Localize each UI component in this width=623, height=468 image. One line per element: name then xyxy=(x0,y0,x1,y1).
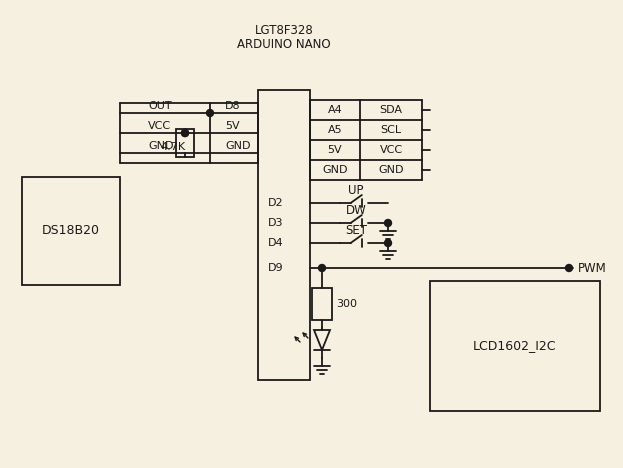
Text: UP: UP xyxy=(348,183,364,197)
Text: GND: GND xyxy=(148,141,173,151)
Bar xyxy=(22,177,120,285)
Text: OUT: OUT xyxy=(148,101,171,111)
Text: GND: GND xyxy=(322,165,348,175)
Text: SCL: SCL xyxy=(381,125,402,135)
Circle shape xyxy=(181,130,189,137)
Text: D2: D2 xyxy=(268,198,284,208)
Bar xyxy=(176,129,194,157)
Text: 4.7K: 4.7K xyxy=(160,142,185,152)
Text: 5V: 5V xyxy=(225,121,240,131)
Polygon shape xyxy=(314,330,330,350)
Text: 300: 300 xyxy=(336,299,357,309)
Circle shape xyxy=(206,110,214,117)
Circle shape xyxy=(318,264,325,271)
Text: GND: GND xyxy=(378,165,404,175)
Text: VCC: VCC xyxy=(379,145,402,155)
Circle shape xyxy=(384,240,391,247)
Bar xyxy=(312,288,332,320)
Text: A5: A5 xyxy=(328,125,342,135)
Text: SDA: SDA xyxy=(379,105,402,115)
Text: ARDUINO NANO: ARDUINO NANO xyxy=(237,37,331,51)
Text: DS18B20: DS18B20 xyxy=(42,225,100,237)
Circle shape xyxy=(181,130,189,137)
Text: D4: D4 xyxy=(268,238,284,248)
Text: 5V: 5V xyxy=(328,145,342,155)
Text: LGT8F328: LGT8F328 xyxy=(255,23,313,37)
Text: SET: SET xyxy=(345,224,367,236)
Bar xyxy=(430,281,600,411)
Text: GND: GND xyxy=(225,141,250,151)
Text: A4: A4 xyxy=(328,105,343,115)
Text: LCD1602_I2C: LCD1602_I2C xyxy=(473,339,557,352)
Text: D8: D8 xyxy=(225,101,240,111)
Text: PWM: PWM xyxy=(578,262,607,275)
Text: D3: D3 xyxy=(269,218,283,228)
Circle shape xyxy=(384,219,391,227)
Circle shape xyxy=(566,264,573,271)
Text: DW: DW xyxy=(346,204,366,217)
Bar xyxy=(258,90,310,380)
Text: D9: D9 xyxy=(268,263,284,273)
Text: VCC: VCC xyxy=(148,121,171,131)
